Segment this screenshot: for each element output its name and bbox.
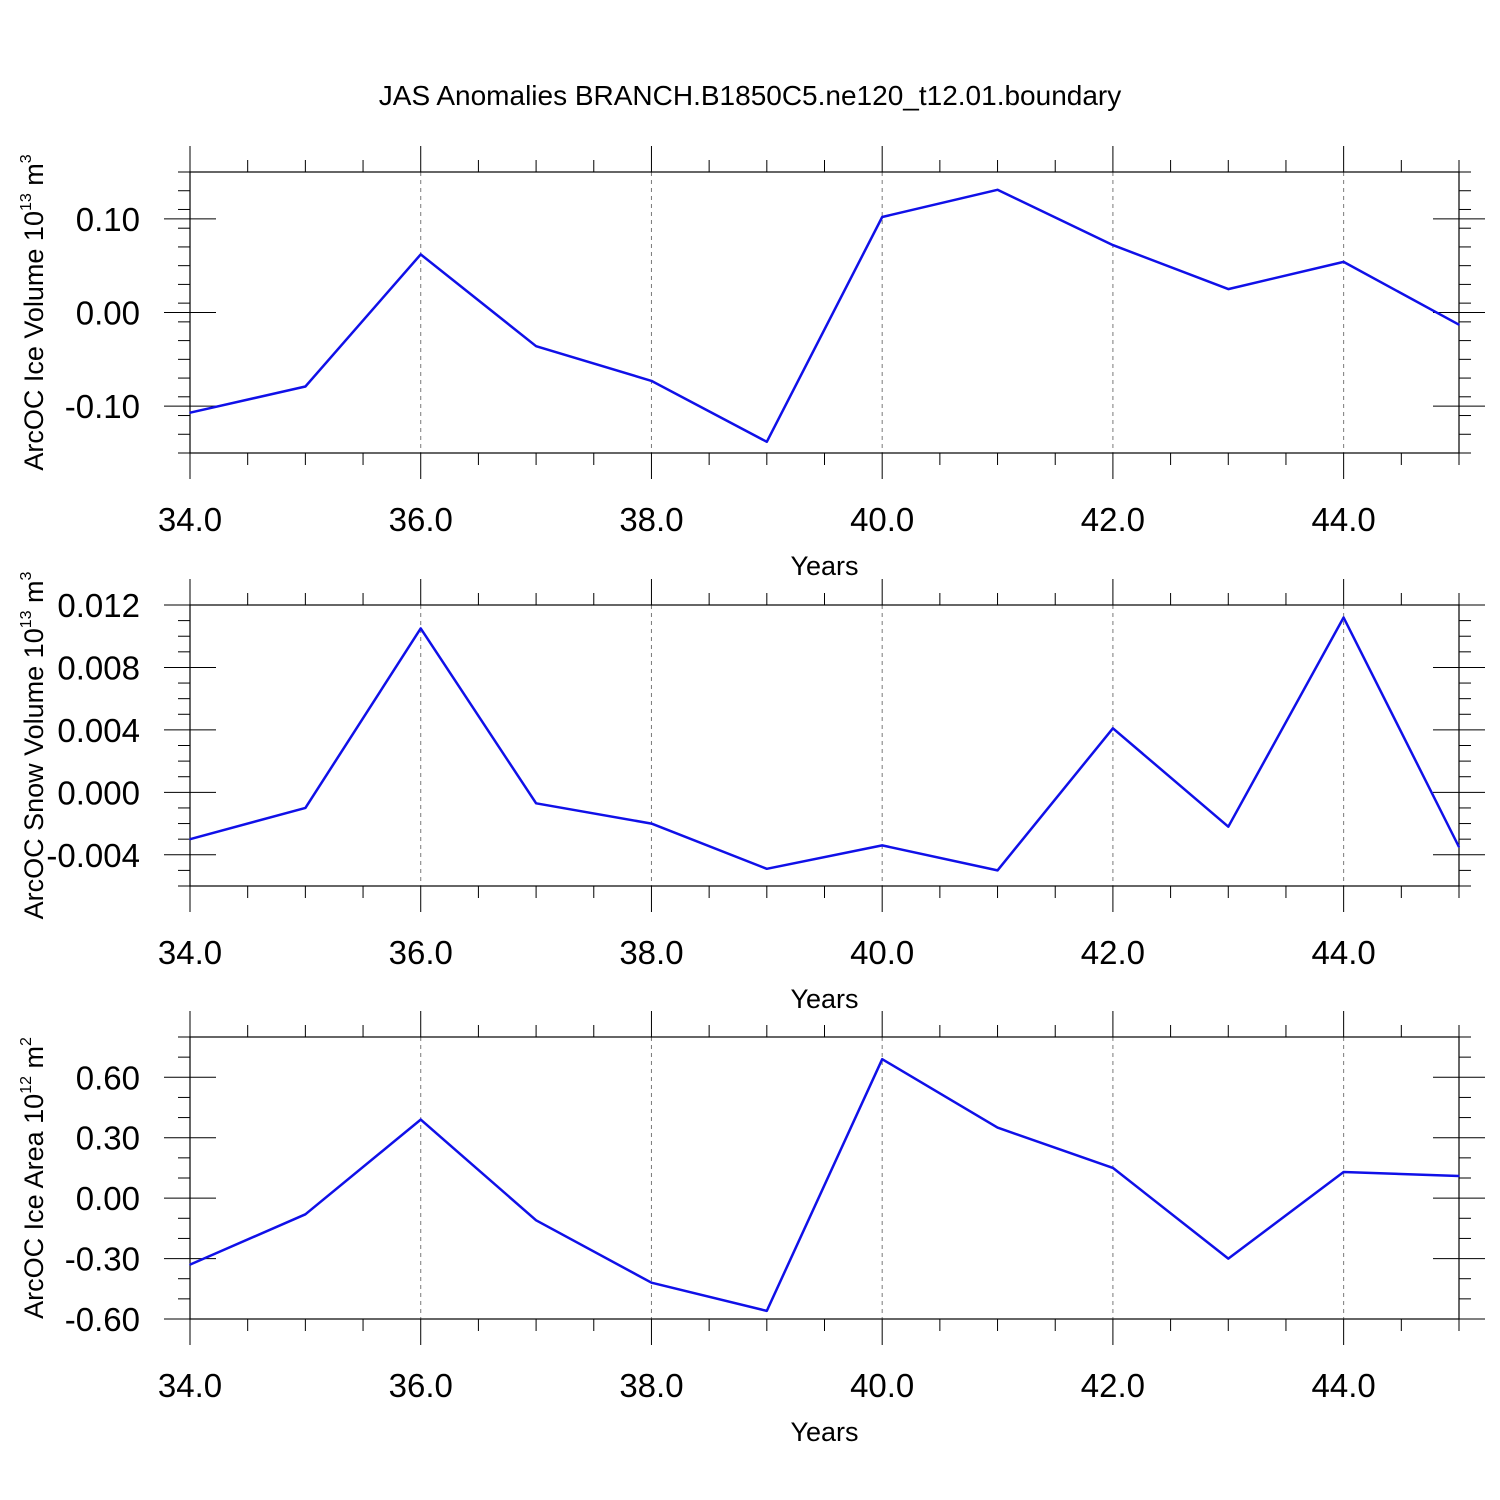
series-line [189, 616, 1461, 872]
x-tick-label: 38.0 [619, 1367, 683, 1404]
y-tick-label: 0.000 [57, 774, 140, 811]
panel-3: 34.0 36.0 38.0 40.0 42.0 44.0 -0.60 -0.30 0.00 0.… [18, 1011, 1485, 1447]
x-tick-label: 42.0 [1081, 501, 1145, 538]
data-point [535, 345, 537, 348]
y-tick-label: 0.60 [76, 1059, 140, 1096]
y-axis-label: ArcOC Snow Volume 1013 m3 [18, 571, 49, 919]
y-tick-label: -0.30 [65, 1241, 140, 1278]
data-point [881, 1058, 883, 1060]
y-tick-label: 0.30 [76, 1120, 140, 1157]
x-tick-label: 40.0 [850, 934, 914, 971]
data-point [535, 1219, 537, 1222]
x-tick-label: 38.0 [619, 934, 683, 971]
data-point [1227, 288, 1230, 290]
data-point [189, 1263, 191, 1266]
data-point [1342, 261, 1345, 263]
y-tick-label: -0.60 [65, 1301, 140, 1338]
data-point [189, 838, 191, 840]
x-tick-label: 34.0 [158, 1367, 222, 1404]
data-point [996, 869, 999, 872]
panel-1: 34.0 36.0 38.0 40.0 42.0 44.0 -0.10 0.00 0.10 Yea… [18, 146, 1485, 581]
y-tick-label: -0.10 [65, 388, 140, 425]
y-tick-label: 0.00 [76, 1180, 140, 1217]
panel-2: 34.0 36.0 38.0 40.0 42.0 44.0 -0.004 0.000 0.004… [18, 571, 1485, 1014]
data-point [766, 868, 768, 870]
data-point [1342, 1171, 1345, 1173]
data-point [650, 1281, 653, 1284]
x-tick-label: 44.0 [1312, 934, 1376, 971]
data-point [304, 385, 307, 388]
plot-frame [189, 604, 1460, 887]
plot-frame [189, 1036, 1460, 1320]
data-point [1227, 1257, 1230, 1260]
x-tick-label: 36.0 [389, 1367, 453, 1404]
x-tick-label: 34.0 [158, 934, 222, 971]
data-point [304, 807, 307, 809]
y-tick-label: -0.004 [46, 837, 140, 874]
y-axis-label: ArcOC Ice Area 1012 m2 [18, 1037, 49, 1319]
data-point [535, 802, 537, 805]
x-tick-label: 44.0 [1312, 1367, 1376, 1404]
data-point [419, 1118, 422, 1121]
x-tick-label: 40.0 [850, 1367, 914, 1404]
data-point [1342, 616, 1345, 619]
data-point [419, 253, 422, 256]
x-tick-label: 44.0 [1312, 501, 1376, 538]
x-tick-label: 36.0 [389, 934, 453, 971]
data-point [881, 216, 883, 218]
data-point [1112, 727, 1114, 730]
plot-frame [189, 171, 1460, 454]
data-point [1458, 323, 1460, 326]
x-tick-label: 36.0 [389, 501, 453, 538]
data-point [1458, 846, 1460, 848]
series-line [189, 1057, 1460, 1313]
data-point [1458, 1175, 1460, 1177]
y-tick-label: 0.012 [57, 587, 140, 624]
series-line [189, 188, 1460, 444]
data-point [996, 188, 999, 191]
data-point [650, 822, 653, 825]
x-tick-label: 40.0 [850, 501, 914, 538]
x-axis-label: Years [790, 1417, 858, 1447]
data-point [1227, 825, 1230, 828]
y-tick-label: 0.004 [57, 712, 140, 749]
y-tick-label: 0.008 [57, 649, 140, 686]
data-point [650, 380, 653, 382]
x-axis-label: Years [790, 984, 858, 1014]
data-point [419, 627, 422, 630]
data-point [304, 1213, 307, 1216]
x-axis-label: Years [790, 551, 858, 581]
data-point [766, 1310, 768, 1312]
y-axis-label: ArcOC Ice Volume 1013 m3 [18, 154, 49, 470]
data-point [766, 440, 768, 443]
y-tick-label: 0.10 [76, 201, 140, 238]
x-tick-label: 42.0 [1081, 1367, 1145, 1404]
data-point [189, 411, 191, 414]
data-point [1112, 244, 1114, 246]
y-tick-label: 0.00 [76, 295, 140, 332]
x-tick-label: 34.0 [158, 501, 222, 538]
x-tick-label: 42.0 [1081, 934, 1145, 971]
x-tick-label: 38.0 [619, 501, 683, 538]
data-point [881, 844, 883, 847]
chart-title: JAS Anomalies BRANCH.B1850C5.ne120_t12.0… [379, 80, 1121, 111]
data-point [996, 1126, 999, 1129]
data-point [1112, 1167, 1114, 1169]
